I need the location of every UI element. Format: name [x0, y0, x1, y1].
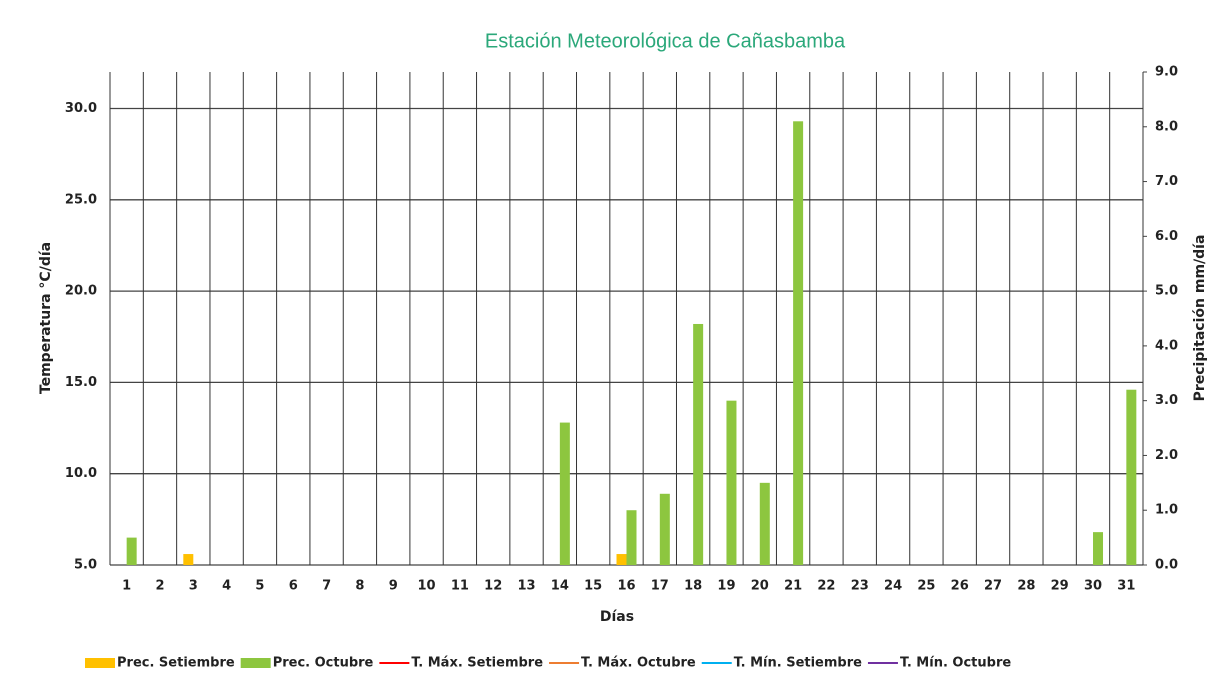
x-tick-label: 30	[1084, 579, 1102, 594]
bar	[1126, 389, 1137, 565]
x-axis-title: Días	[600, 609, 634, 625]
bar	[616, 554, 627, 565]
bar	[693, 323, 704, 565]
y-tick-label: 15.0	[65, 375, 97, 390]
x-tick-label: 17	[651, 579, 669, 594]
legend-swatch	[240, 658, 271, 668]
y-tick-label: 5.0	[74, 558, 97, 573]
x-tick-label: 20	[751, 579, 769, 594]
y-tick-label: 25.0	[65, 192, 97, 207]
bar	[559, 422, 570, 565]
bar	[1093, 532, 1104, 565]
x-tick-label: 28	[1017, 579, 1035, 594]
y-tick-label: 30.0	[65, 101, 97, 116]
x-tick-label: 6	[289, 579, 298, 594]
x-tick-label: 5	[255, 579, 264, 594]
x-tick-label: 7	[322, 579, 331, 594]
x-tick-label: 1	[122, 579, 131, 594]
x-tick-label: 18	[684, 579, 702, 594]
y2-tick-label: 9.0	[1155, 65, 1178, 80]
y-axis-title: Temperatura °C/día	[38, 242, 54, 394]
bar	[183, 554, 194, 565]
x-tick-label: 3	[189, 579, 198, 594]
bar	[759, 482, 770, 565]
legend-label: T. Máx. Octubre	[581, 656, 696, 671]
legend-label: T. Mín. Setiembre	[734, 656, 862, 671]
x-tick-label: 16	[617, 579, 635, 594]
x-tick-label: 11	[451, 579, 469, 594]
y2-tick-label: 3.0	[1155, 393, 1178, 408]
legend-swatch	[85, 658, 115, 668]
x-tick-label: 4	[222, 579, 231, 594]
bar	[793, 121, 804, 566]
bar	[126, 537, 137, 565]
x-tick-label: 14	[551, 579, 569, 594]
x-tick-label: 2	[155, 579, 164, 594]
legend-label: Prec. Octubre	[273, 656, 374, 671]
legend-label: T. Máx. Setiembre	[411, 656, 543, 671]
y2-tick-label: 5.0	[1155, 284, 1178, 299]
x-tick-label: 13	[517, 579, 535, 594]
x-tick-label: 8	[355, 579, 364, 594]
x-tick-label: 9	[389, 579, 398, 594]
legend-label: Prec. Setiembre	[117, 656, 235, 671]
x-tick-label: 23	[851, 579, 869, 594]
y2-tick-label: 0.0	[1155, 558, 1178, 573]
y2-tick-label: 4.0	[1155, 338, 1178, 353]
x-tick-label: 10	[418, 579, 436, 594]
y2-tick-label: 6.0	[1155, 229, 1178, 244]
x-tick-label: 12	[484, 579, 502, 594]
bar	[626, 510, 637, 565]
x-tick-label: 26	[951, 579, 969, 594]
x-tick-label: 29	[1051, 579, 1069, 594]
x-tick-label: 25	[917, 579, 935, 594]
bar	[659, 493, 670, 565]
y2-tick-label: 8.0	[1155, 119, 1178, 134]
x-tick-label: 24	[884, 579, 902, 594]
x-tick-label: 27	[984, 579, 1002, 594]
x-tick-label: 31	[1117, 579, 1135, 594]
legend-label: T. Mín. Octubre	[900, 656, 1011, 671]
x-tick-label: 22	[817, 579, 835, 594]
bar	[726, 400, 737, 565]
chart-title: Estación Meteorológica de Cañasbamba	[485, 30, 846, 52]
y-tick-label: 10.0	[65, 466, 97, 481]
x-tick-label: 15	[584, 579, 602, 594]
y2-tick-label: 2.0	[1155, 448, 1178, 463]
x-tick-label: 19	[717, 579, 735, 594]
y2-tick-label: 7.0	[1155, 174, 1178, 189]
y2-axis-title: Precipitación mm/día	[1192, 235, 1208, 402]
y2-tick-label: 1.0	[1155, 503, 1178, 518]
y-tick-label: 20.0	[65, 284, 97, 299]
x-tick-label: 21	[784, 579, 802, 594]
